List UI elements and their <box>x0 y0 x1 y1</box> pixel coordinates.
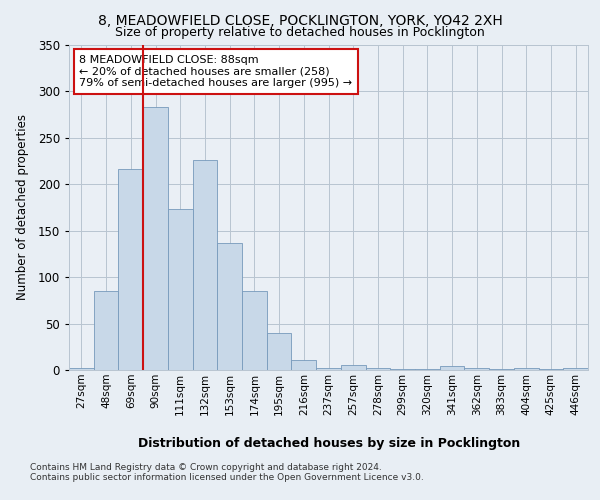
Bar <box>267 333 292 370</box>
Bar <box>539 369 563 370</box>
Bar <box>514 368 539 370</box>
Bar <box>168 210 193 370</box>
Bar <box>563 368 588 370</box>
Bar <box>118 168 143 370</box>
Bar <box>341 366 365 370</box>
Text: 8 MEADOWFIELD CLOSE: 88sqm
← 20% of detached houses are smaller (258)
79% of sem: 8 MEADOWFIELD CLOSE: 88sqm ← 20% of deta… <box>79 54 353 88</box>
Bar <box>464 368 489 370</box>
Bar <box>242 291 267 370</box>
Bar <box>69 368 94 370</box>
Bar <box>143 107 168 370</box>
Text: Contains HM Land Registry data © Crown copyright and database right 2024.: Contains HM Land Registry data © Crown c… <box>30 462 382 471</box>
Bar <box>440 366 464 370</box>
Text: 8, MEADOWFIELD CLOSE, POCKLINGTON, YORK, YO42 2XH: 8, MEADOWFIELD CLOSE, POCKLINGTON, YORK,… <box>98 14 502 28</box>
Bar <box>217 243 242 370</box>
Text: Contains public sector information licensed under the Open Government Licence v3: Contains public sector information licen… <box>30 472 424 482</box>
Bar <box>316 368 341 370</box>
Text: Distribution of detached houses by size in Pocklington: Distribution of detached houses by size … <box>137 438 520 450</box>
Bar <box>415 369 440 370</box>
Bar <box>489 369 514 370</box>
Bar <box>365 368 390 370</box>
Y-axis label: Number of detached properties: Number of detached properties <box>16 114 29 300</box>
Bar <box>390 369 415 370</box>
Text: Size of property relative to detached houses in Pocklington: Size of property relative to detached ho… <box>115 26 485 39</box>
Bar <box>94 291 118 370</box>
Bar <box>292 360 316 370</box>
Bar <box>193 160 217 370</box>
